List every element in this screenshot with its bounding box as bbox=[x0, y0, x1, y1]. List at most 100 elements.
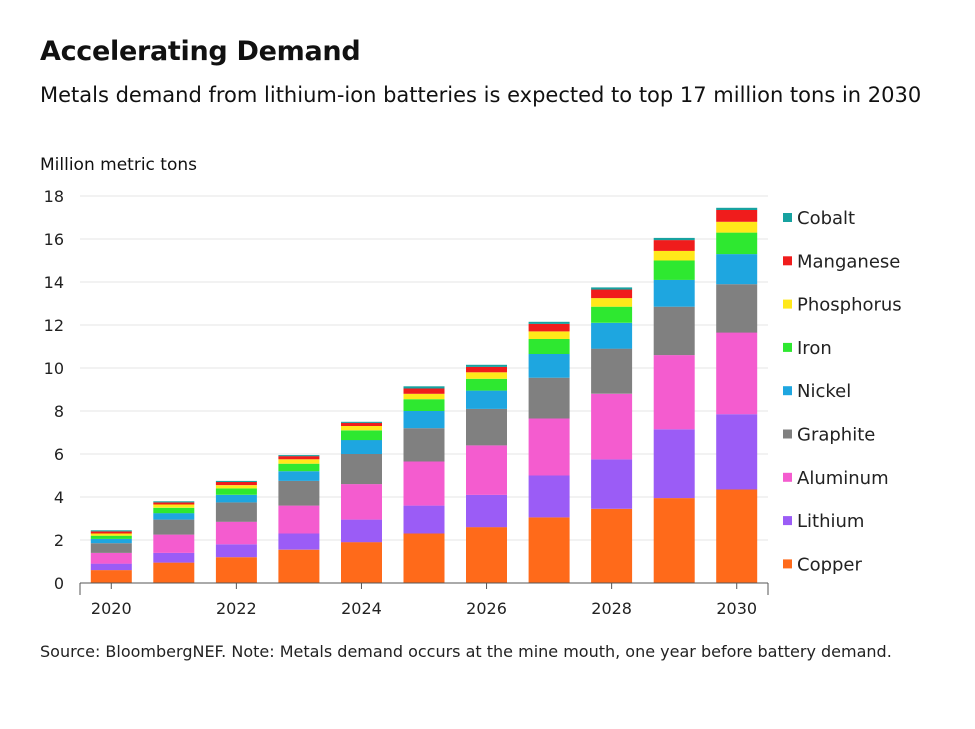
bar-segment-cobalt-2027 bbox=[528, 321, 570, 324]
legend-item-cobalt: Cobalt bbox=[783, 208, 855, 229]
bar-segment-manganese-2023 bbox=[278, 456, 320, 460]
bar-segment-manganese-2026 bbox=[466, 366, 507, 373]
y-tick-label: 16 bbox=[44, 230, 64, 249]
bar-segment-cobalt-2021 bbox=[153, 501, 195, 503]
bar-segment-copper-2024 bbox=[341, 542, 382, 583]
legend-swatch bbox=[783, 516, 792, 526]
bar-segment-aluminum-2024 bbox=[341, 484, 382, 520]
bar-segment-phosphorus-2023 bbox=[278, 459, 320, 464]
bar-segment-manganese-2028 bbox=[591, 289, 633, 299]
bar-stack-2026 bbox=[466, 364, 507, 583]
bar-segment-phosphorus-2030 bbox=[716, 221, 758, 233]
bar-segment-graphite-2022 bbox=[215, 502, 257, 522]
legend: Cobalt Manganese Phosphorus Iron Nickel Graph… bbox=[783, 208, 902, 575]
bar-segment-lithium-2025 bbox=[403, 505, 445, 534]
bar-segment-nickel-2029 bbox=[653, 279, 695, 307]
bar-segment-lithium-2030 bbox=[716, 414, 758, 490]
legend-swatch bbox=[783, 386, 792, 396]
bar-segment-lithium-2021 bbox=[153, 552, 195, 563]
bar-segment-copper-2022 bbox=[215, 557, 257, 583]
x-tick-label: 2020 bbox=[91, 599, 132, 618]
legend-item-lithium: Lithium bbox=[783, 511, 864, 532]
bar-segment-manganese-2024 bbox=[341, 422, 382, 426]
bar-segment-cobalt-2026 bbox=[466, 364, 507, 367]
bar-segment-graphite-2027 bbox=[528, 377, 570, 419]
bar-stack-2022 bbox=[215, 480, 257, 583]
bar-segment-copper-2023 bbox=[278, 549, 320, 583]
legend-label: Cobalt bbox=[797, 208, 855, 229]
bar-segment-graphite-2024 bbox=[341, 454, 382, 485]
bar-segment-iron-2028 bbox=[591, 306, 633, 323]
bar-segment-nickel-2026 bbox=[466, 390, 507, 409]
bar-segment-phosphorus-2027 bbox=[528, 331, 570, 339]
bar-segment-manganese-2027 bbox=[528, 323, 570, 332]
bar-segment-iron-2030 bbox=[716, 232, 758, 255]
bar-segment-phosphorus-2025 bbox=[403, 393, 445, 400]
legend-item-nickel: Nickel bbox=[783, 381, 851, 402]
legend-item-phosphorus: Phosphorus bbox=[783, 295, 902, 316]
y-tick-label: 4 bbox=[54, 488, 64, 507]
x-tick-label: 2030 bbox=[716, 599, 757, 618]
bar-segment-manganese-2025 bbox=[403, 388, 445, 394]
bar-segment-nickel-2020 bbox=[90, 538, 132, 544]
bar-segment-copper-2028 bbox=[591, 508, 633, 583]
bar-segment-graphite-2026 bbox=[466, 408, 507, 446]
bar-segment-cobalt-2029 bbox=[653, 237, 695, 241]
bar-segment-cobalt-2025 bbox=[403, 386, 445, 389]
bar-segment-aluminum-2030 bbox=[716, 332, 758, 415]
bar-segment-cobalt-2028 bbox=[591, 287, 633, 290]
bar-segment-cobalt-2022 bbox=[215, 480, 257, 482]
legend-label: Copper bbox=[797, 554, 863, 575]
bar-segment-copper-2025 bbox=[403, 533, 445, 583]
bar-segment-manganese-2021 bbox=[153, 502, 195, 505]
bar-segment-aluminum-2025 bbox=[403, 461, 445, 506]
y-axis-label: Million metric tons bbox=[40, 155, 197, 175]
bar-stack-2028 bbox=[591, 287, 633, 583]
bar-segment-lithium-2024 bbox=[341, 519, 382, 543]
x-tick-label: 2024 bbox=[341, 599, 382, 618]
bar-segment-cobalt-2023 bbox=[278, 455, 320, 457]
bar-segment-graphite-2025 bbox=[403, 428, 445, 462]
bar-segment-graphite-2029 bbox=[653, 306, 695, 356]
bar-stack-2027 bbox=[528, 321, 570, 583]
y-tick-label: 18 bbox=[44, 187, 64, 206]
legend-label: Nickel bbox=[797, 381, 851, 402]
bar-segment-manganese-2029 bbox=[653, 240, 695, 251]
bars bbox=[90, 207, 758, 583]
x-tick-label: 2026 bbox=[466, 599, 507, 618]
bar-segment-phosphorus-2028 bbox=[591, 298, 633, 307]
bar-segment-lithium-2027 bbox=[528, 475, 570, 518]
bar-segment-graphite-2023 bbox=[278, 480, 320, 506]
bar-segment-iron-2021 bbox=[153, 507, 195, 514]
bar-segment-phosphorus-2029 bbox=[653, 250, 695, 261]
bar-segment-copper-2021 bbox=[153, 562, 195, 583]
bar-segment-nickel-2027 bbox=[528, 354, 570, 378]
bar-segment-copper-2027 bbox=[528, 517, 570, 583]
chart-title: Accelerating Demand bbox=[40, 36, 361, 67]
legend-label: Iron bbox=[797, 338, 832, 359]
y-tick-label: 10 bbox=[44, 359, 64, 378]
bar-segment-lithium-2026 bbox=[466, 494, 507, 528]
legend-label: Phosphorus bbox=[797, 295, 902, 316]
bar-segment-aluminum-2027 bbox=[528, 418, 570, 476]
bar-segment-nickel-2023 bbox=[278, 471, 320, 481]
bar-segment-aluminum-2020 bbox=[90, 552, 132, 564]
legend-label: Lithium bbox=[797, 511, 864, 532]
bar-segment-iron-2026 bbox=[466, 378, 507, 391]
bar-segment-graphite-2028 bbox=[591, 348, 633, 394]
bar-segment-phosphorus-2026 bbox=[466, 372, 507, 379]
legend-item-aluminum: Aluminum bbox=[783, 468, 889, 489]
legend-swatch bbox=[783, 256, 792, 266]
legend-swatch bbox=[783, 472, 792, 482]
bar-segment-aluminum-2023 bbox=[278, 505, 320, 534]
bar-segment-graphite-2030 bbox=[716, 284, 758, 333]
bar-segment-aluminum-2021 bbox=[153, 534, 195, 553]
y-tick-label: 2 bbox=[54, 531, 64, 550]
y-tick-labels: 0 2 4 6 8 10 12 14 16 18 bbox=[44, 187, 64, 593]
legend-item-manganese: Manganese bbox=[783, 251, 900, 272]
x-axis: 2020 2022 2024 2026 2028 2030 bbox=[79, 582, 769, 618]
bar-segment-nickel-2028 bbox=[591, 322, 633, 349]
bar-segment-aluminum-2028 bbox=[591, 393, 633, 460]
legend-label: Graphite bbox=[797, 425, 875, 446]
